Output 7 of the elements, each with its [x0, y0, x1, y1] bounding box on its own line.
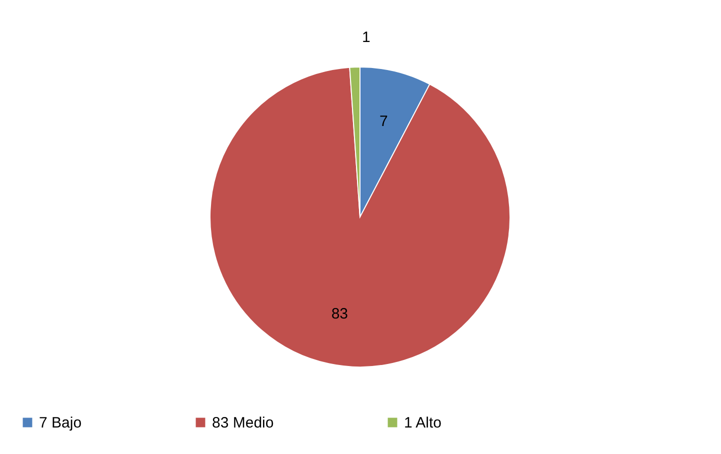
data-label: 83	[331, 306, 348, 323]
legend-label: 1 Alto	[404, 414, 442, 432]
data-label: 1	[362, 29, 370, 46]
data-label: 7	[379, 113, 388, 130]
legend-label: 7 Bajo	[39, 414, 82, 432]
pie-slice	[210, 66, 510, 368]
legend-label: 83 Medio	[212, 414, 274, 432]
